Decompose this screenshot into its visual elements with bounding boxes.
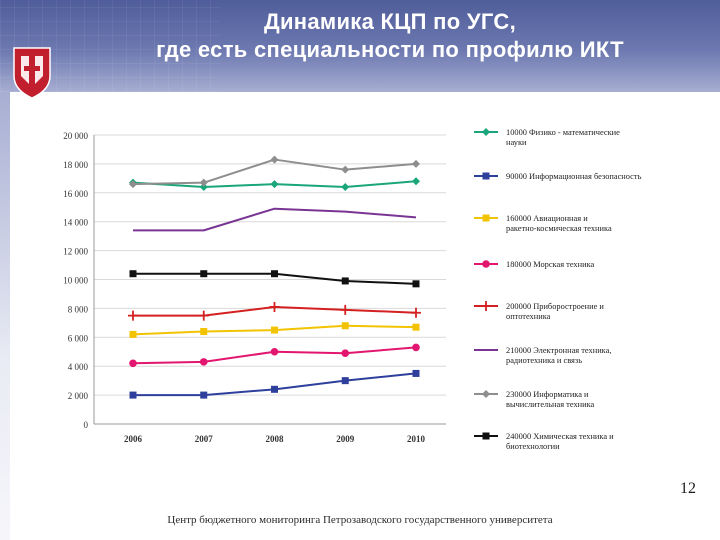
- legend-swatch-marker: [481, 301, 491, 311]
- data-point-s3-0: [129, 359, 137, 368]
- legend-swatch-marker: [482, 128, 490, 136]
- data-point-s4-2: [269, 301, 280, 312]
- y-tick-label: 12 000: [63, 247, 88, 257]
- x-tick-label: 2008: [266, 434, 285, 444]
- y-tick-label: 18 000: [63, 160, 88, 170]
- footer-text: Центр бюджетного мониторинга Петрозаводс…: [167, 514, 553, 526]
- data-point-s0-3: [341, 183, 350, 192]
- data-point-s2-2: [271, 326, 278, 334]
- y-tick-label: 14 000: [63, 218, 88, 228]
- data-point-s0-2: [270, 180, 279, 189]
- data-point-s3-1: [199, 358, 208, 366]
- y-tick-label: 10 000: [63, 276, 88, 286]
- data-point-s4-0: [128, 310, 138, 321]
- x-tick-label: 2010: [407, 434, 426, 444]
- data-point-s1-0: [129, 391, 137, 399]
- data-point-s4-1: [198, 310, 209, 321]
- data-point-s0-1: [199, 183, 208, 192]
- y-tick-label: 16 000: [63, 189, 88, 199]
- legend-swatch-marker: [482, 390, 490, 398]
- university-logo-icon: [13, 47, 51, 99]
- x-tick-label: 2007: [195, 434, 214, 444]
- data-point-s2-3: [341, 322, 349, 330]
- data-point-s6-4: [412, 159, 420, 168]
- data-point-s3-3: [341, 349, 350, 357]
- page-number: 12: [680, 480, 696, 497]
- legend-label: 230000 Информатика и вычислительная техни…: [506, 390, 595, 409]
- line-chart: 0 2 000 4 000 6 000 8 000 10 000 12 000 14 000 1…: [16, 100, 710, 502]
- x-tick-label: 2009: [336, 434, 355, 444]
- data-point-s2-4: [412, 323, 420, 331]
- data-point-s1-4: [412, 369, 420, 377]
- data-point-s6-0: [129, 180, 137, 189]
- data-point-s4-4: [411, 307, 421, 318]
- legend-label: 180000 Морская техника: [506, 260, 595, 269]
- y-tick-label: 0: [84, 420, 89, 430]
- left-decor-strip: [0, 92, 10, 540]
- legend-label: 10000 Физико - математические науки: [506, 128, 620, 147]
- legend-label: 200000 Приборостроение и оптотехника: [506, 302, 604, 321]
- y-tick-label: 20 000: [63, 131, 88, 141]
- legend-label: 90000 Информационная безопасность: [506, 172, 642, 181]
- slide-header: Динамика КЦП по УГС, где есть специально…: [0, 0, 720, 92]
- y-tick-label: 8 000: [68, 304, 89, 314]
- chart-panel: 0 2 000 4 000 6 000 8 000 10 000 12 000 14 000 1…: [16, 100, 710, 502]
- series-line-5: [133, 207, 417, 232]
- data-point-s6-2: [270, 155, 279, 164]
- y-tick-label: 6 000: [68, 333, 89, 343]
- data-point-s1-2: [271, 385, 278, 393]
- data-point-s7-4: [412, 280, 420, 288]
- data-point-s0-4: [412, 177, 420, 186]
- legend-label: 160000 Авиационная и ракетно-космическая …: [506, 214, 612, 233]
- title-line-1: Динамика КЦП по УГС,: [263, 9, 516, 34]
- data-point-s2-0: [129, 330, 137, 338]
- data-point-s6-1: [199, 178, 208, 187]
- legend-label: 210000 Электронная техника, радиотехника …: [506, 346, 611, 365]
- y-tick-label: 4 000: [68, 362, 89, 372]
- data-point-s3-2: [270, 347, 279, 356]
- data-point-s3-4: [412, 343, 420, 352]
- data-point-s7-1: [200, 270, 208, 278]
- legend-swatch-marker: [482, 214, 490, 222]
- y-tick-label: 2 000: [68, 391, 89, 401]
- chart-background: [16, 100, 710, 502]
- data-point-s2-1: [200, 328, 208, 336]
- data-point-s4-3: [340, 304, 351, 315]
- legend-swatch-marker: [482, 172, 490, 180]
- legend-swatch-marker: [482, 260, 490, 268]
- title-line-2: где есть специальности по профилю ИКТ: [156, 37, 624, 62]
- data-point-s7-0: [129, 270, 137, 278]
- data-point-s7-2: [271, 270, 278, 278]
- data-point-s1-3: [341, 377, 349, 385]
- legend-swatch-marker: [482, 432, 490, 440]
- data-point-s1-1: [200, 391, 208, 399]
- data-point-s7-3: [341, 277, 349, 285]
- x-tick-label: 2006: [124, 434, 143, 444]
- legend-label: 240000 Химическая техника и биотехнологии: [506, 432, 614, 451]
- data-point-s6-3: [341, 165, 350, 174]
- slide-title: Динамика КЦП по УГС, где есть специально…: [80, 8, 700, 64]
